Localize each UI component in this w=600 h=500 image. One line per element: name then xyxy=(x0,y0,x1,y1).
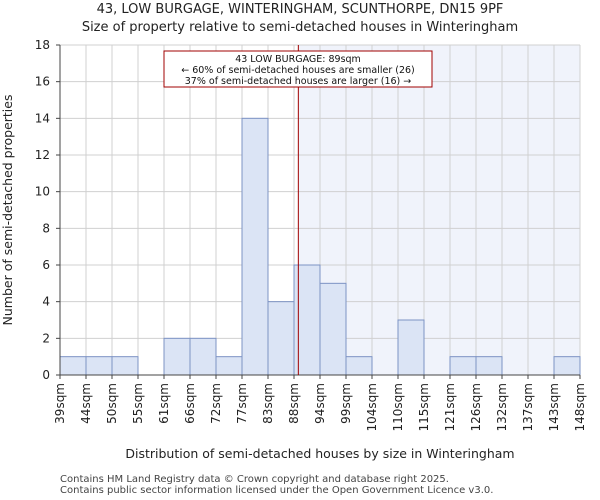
chart-subtitle: Size of property relative to semi-detach… xyxy=(81,20,519,35)
x-tick-label: 137sqm xyxy=(521,383,535,431)
y-tick-label: 0 xyxy=(42,368,50,382)
x-tick-label: 61sqm xyxy=(157,383,171,424)
y-tick-label: 16 xyxy=(35,75,50,89)
y-tick-label: 6 xyxy=(42,258,50,272)
y-tick-label: 18 xyxy=(35,38,50,52)
x-tick-label: 148sqm xyxy=(573,383,587,431)
x-axis-label: Distribution of semi-detached houses by … xyxy=(125,446,514,461)
annotation-line-1: 43 LOW BURGAGE: 89sqm xyxy=(235,54,361,65)
y-tick-label: 8 xyxy=(42,221,50,235)
y-axis-label: Number of semi-detached properties xyxy=(0,95,15,326)
x-tick-labels: 39sqm 44sqm 50sqm 55sqm 61sqm 66sqm 72sqm 77sqm… xyxy=(53,375,587,431)
histogram-bar xyxy=(189,337,217,376)
y-tick-labels: 0 2 4 6 8 10 12 14 16 18 xyxy=(35,38,60,382)
y-tick-label: 14 xyxy=(35,111,50,125)
annotation-box xyxy=(163,50,433,88)
y-tick-label: 12 xyxy=(35,148,50,162)
bars-group xyxy=(59,117,581,376)
histogram-bar xyxy=(59,356,87,376)
histogram-bar xyxy=(345,356,373,376)
y-tick-label: 2 xyxy=(42,331,50,345)
x-tick-label: 83sqm xyxy=(261,383,275,424)
x-tick-label: 66sqm xyxy=(183,383,197,424)
annotation-line-3: 37% of semi-detached houses are larger (… xyxy=(185,76,412,87)
histogram-bar xyxy=(267,301,295,376)
x-tick-label: 50sqm xyxy=(105,383,119,424)
annotation-line-2: ← 60% of semi-detached houses are smalle… xyxy=(181,65,415,76)
chart-area: 0 2 4 6 8 10 12 14 16 18 39sqm 44sqm 50sqm 55sqm 61sq… xyxy=(0,38,587,461)
x-tick-label: 88sqm xyxy=(287,383,301,424)
x-tick-label: 126sqm xyxy=(469,383,483,431)
x-tick-label: 94sqm xyxy=(313,383,327,424)
histogram-bar xyxy=(241,117,269,376)
x-tick-label: 121sqm xyxy=(443,383,457,431)
histogram-bar xyxy=(111,356,139,376)
y-tick-label: 10 xyxy=(35,185,50,199)
x-tick-label: 132sqm xyxy=(495,383,509,431)
x-tick-label: 39sqm xyxy=(53,383,67,424)
x-tick-label: 77sqm xyxy=(235,383,249,424)
x-tick-label: 143sqm xyxy=(547,383,561,431)
chart-title: 43, LOW BURGAGE, WINTERINGHAM, SCUNTHORP… xyxy=(96,2,504,17)
footer-licence: Contains public sector information licen… xyxy=(60,485,494,496)
histogram-bar xyxy=(215,356,243,376)
x-tick-label: 55sqm xyxy=(131,383,145,424)
histogram-bar xyxy=(85,356,113,376)
footer-copyright: Contains HM Land Registry data © Crown c… xyxy=(60,474,449,485)
histogram-bar xyxy=(553,356,581,376)
histogram-bar xyxy=(319,282,347,376)
y-tick-label: 4 xyxy=(42,295,50,309)
histogram-bar xyxy=(397,319,425,376)
histogram-bar xyxy=(449,356,477,376)
x-tick-label: 104sqm xyxy=(365,383,379,431)
x-tick-label: 115sqm xyxy=(417,383,431,431)
grid-lines xyxy=(59,44,581,376)
x-tick-label: 44sqm xyxy=(79,383,93,424)
histogram-bar xyxy=(163,337,191,376)
x-tick-label: 99sqm xyxy=(339,383,353,424)
x-tick-label: 110sqm xyxy=(391,383,405,431)
histogram-bar xyxy=(475,356,503,376)
x-tick-label: 72sqm xyxy=(209,383,223,424)
